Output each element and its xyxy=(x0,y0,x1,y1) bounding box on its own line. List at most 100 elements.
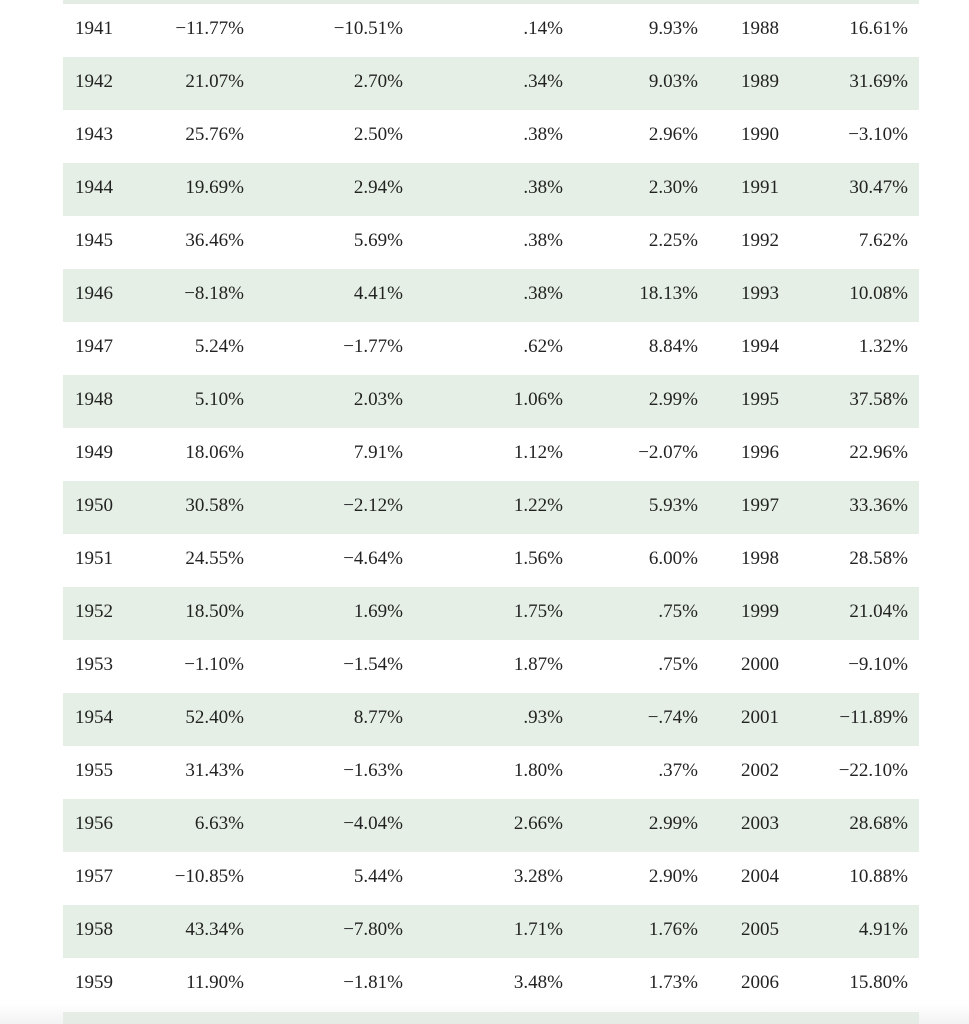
cell-value-d: 2.96% xyxy=(648,124,698,145)
cell-year-right: 1990 xyxy=(741,124,779,145)
cell-year-left: 1948 xyxy=(75,389,113,410)
cell-year-right: 1999 xyxy=(741,601,779,622)
cell-value-e: −22.10% xyxy=(838,760,908,781)
table-row: 1954 52.40% 8.77% .93% −.74% 2001 −11.89% xyxy=(63,693,919,746)
cell-year-left: 1949 xyxy=(75,442,113,463)
cell-value-d: 2.30% xyxy=(648,177,698,198)
scroll-fade xyxy=(0,1004,969,1024)
cell-value-d: 6.00% xyxy=(648,548,698,569)
cell-value-d: 2.99% xyxy=(648,813,698,834)
cell-value-a: −11.77% xyxy=(175,18,244,39)
cell-year-left: 1953 xyxy=(75,654,113,675)
cell-value-c: .38% xyxy=(523,283,563,304)
cell-value-c: 3.48% xyxy=(513,972,563,993)
cell-value-d: 1.76% xyxy=(648,919,698,940)
cell-value-a: −1.10% xyxy=(184,654,244,675)
cell-value-a: 25.76% xyxy=(185,124,244,145)
cell-value-d: .75% xyxy=(658,601,698,622)
cell-value-b: −4.04% xyxy=(343,813,403,834)
cell-value-c: .34% xyxy=(523,71,563,92)
cell-value-b: 2.50% xyxy=(353,124,403,145)
cell-value-c: .38% xyxy=(523,177,563,198)
table-row: 1942 21.07% 2.70% .34% 9.03% 1989 31.69% xyxy=(63,57,919,110)
table-row: 1955 31.43% −1.63% 1.80% .37% 2002 −22.10% xyxy=(63,746,919,799)
cell-value-a: 21.07% xyxy=(185,71,244,92)
cell-year-left: 1958 xyxy=(75,919,113,940)
cell-value-a: −8.18% xyxy=(184,283,244,304)
cell-value-a: 11.90% xyxy=(186,972,244,993)
cell-value-e: 7.62% xyxy=(858,230,908,251)
cell-value-b: 2.94% xyxy=(353,177,403,198)
cell-value-a: 31.43% xyxy=(185,760,244,781)
table-row: 1953 −1.10% −1.54% 1.87% .75% 2000 −9.10% xyxy=(63,640,919,693)
cell-year-right: 1989 xyxy=(741,71,779,92)
cell-year-left: 1956 xyxy=(75,813,113,834)
cell-year-right: 1994 xyxy=(741,336,779,357)
table-row: 1956 6.63% −4.04% 2.66% 2.99% 2003 28.68% xyxy=(63,799,919,852)
cell-year-right: 2002 xyxy=(741,760,779,781)
cell-value-e: 4.91% xyxy=(858,919,908,940)
cell-year-right: 1992 xyxy=(741,230,779,251)
cell-value-b: −2.12% xyxy=(343,495,403,516)
cell-value-d: .75% xyxy=(658,654,698,675)
table-row: 1947 5.24% −1.77% .62% 8.84% 1994 1.32% xyxy=(63,322,919,375)
cell-value-e: 31.69% xyxy=(849,71,908,92)
cell-value-a: 24.55% xyxy=(185,548,244,569)
cell-value-e: 15.80% xyxy=(849,972,908,993)
cell-year-left: 1950 xyxy=(75,495,113,516)
cell-value-a: 52.40% xyxy=(185,707,244,728)
returns-table: 1941 −11.77% −10.51% .14% 9.93% 1988 16.61% 194… xyxy=(63,4,919,1011)
cell-year-left: 1943 xyxy=(75,124,113,145)
cell-value-c: 1.12% xyxy=(513,442,563,463)
cell-value-c: 3.28% xyxy=(513,866,563,887)
cell-value-a: −10.85% xyxy=(174,866,244,887)
cell-value-e: 10.88% xyxy=(849,866,908,887)
cell-year-right: 1997 xyxy=(741,495,779,516)
cell-value-b: −1.63% xyxy=(343,760,403,781)
cell-value-b: 1.69% xyxy=(353,601,403,622)
cell-value-c: .62% xyxy=(523,336,563,357)
cell-year-left: 1952 xyxy=(75,601,113,622)
cell-value-d: .37% xyxy=(658,760,698,781)
cell-value-e: 21.04% xyxy=(849,601,908,622)
cell-value-e: 33.36% xyxy=(849,495,908,516)
cell-value-a: 18.50% xyxy=(185,601,244,622)
cell-value-b: −4.64% xyxy=(343,548,403,569)
cell-year-left: 1941 xyxy=(75,18,113,39)
cell-value-b: −1.77% xyxy=(343,336,403,357)
cell-value-c: 1.75% xyxy=(513,601,563,622)
cell-year-left: 1942 xyxy=(75,71,113,92)
cell-value-e: −9.10% xyxy=(848,654,908,675)
cell-value-b: 2.70% xyxy=(353,71,403,92)
cell-value-e: −3.10% xyxy=(848,124,908,145)
cell-value-e: 28.68% xyxy=(849,813,908,834)
cell-year-left: 1959 xyxy=(75,972,113,993)
cell-value-c: 1.80% xyxy=(513,760,563,781)
cell-value-e: 16.61% xyxy=(849,18,908,39)
table-row: 1941 −11.77% −10.51% .14% 9.93% 1988 16.61% xyxy=(63,4,919,57)
cell-value-d: 2.99% xyxy=(648,389,698,410)
cell-value-a: 5.24% xyxy=(194,336,244,357)
cell-value-c: 1.06% xyxy=(513,389,563,410)
cell-value-a: 30.58% xyxy=(185,495,244,516)
cell-value-c: .38% xyxy=(523,230,563,251)
cell-value-a: 18.06% xyxy=(185,442,244,463)
cell-value-e: 10.08% xyxy=(849,283,908,304)
table-row: 1952 18.50% 1.69% 1.75% .75% 1999 21.04% xyxy=(63,587,919,640)
cell-value-b: −7.80% xyxy=(343,919,403,940)
table-row: 1943 25.76% 2.50% .38% 2.96% 1990 −3.10% xyxy=(63,110,919,163)
cell-year-right: 1991 xyxy=(741,177,779,198)
cell-year-right: 1988 xyxy=(741,18,779,39)
cell-year-left: 1947 xyxy=(75,336,113,357)
cell-value-e: −11.89% xyxy=(839,707,908,728)
table-row: 1946 −8.18% 4.41% .38% 18.13% 1993 10.08% xyxy=(63,269,919,322)
cell-value-d: 18.13% xyxy=(639,283,698,304)
cell-value-d: 1.73% xyxy=(648,972,698,993)
cell-value-d: −2.07% xyxy=(638,442,698,463)
cell-year-right: 2006 xyxy=(741,972,779,993)
cell-value-b: −1.81% xyxy=(343,972,403,993)
cell-year-left: 1951 xyxy=(75,548,113,569)
cell-value-c: .38% xyxy=(523,124,563,145)
cell-value-b: 2.03% xyxy=(353,389,403,410)
cell-value-a: 43.34% xyxy=(185,919,244,940)
